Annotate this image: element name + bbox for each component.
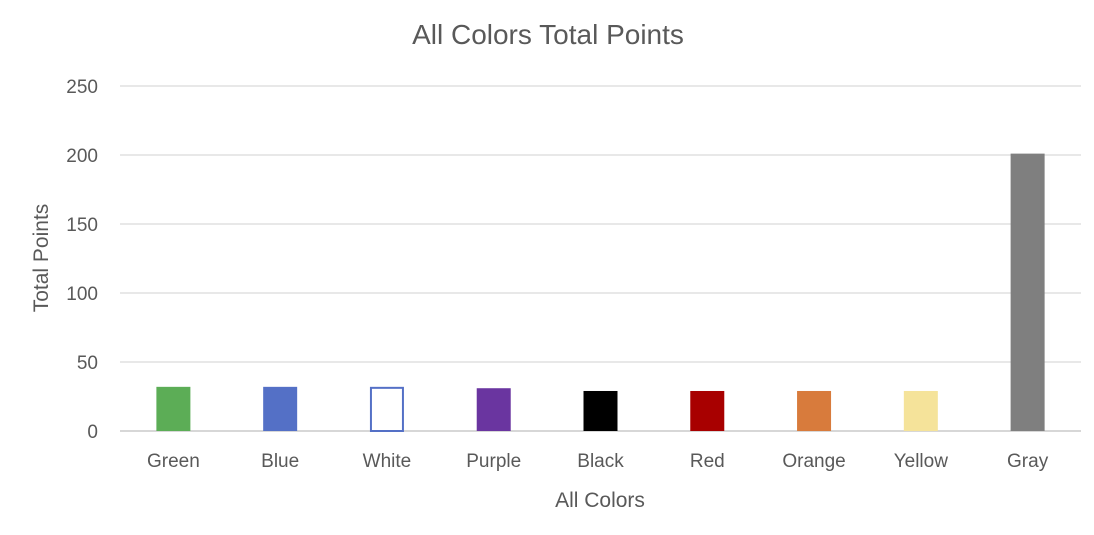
x-category-label: Blue (261, 451, 299, 472)
bar-blue (263, 386, 298, 431)
bar-orange (797, 390, 832, 431)
bar-white (369, 386, 404, 432)
y-tick-label: 150 (66, 215, 98, 236)
y-tick-label: 0 (87, 422, 98, 443)
x-axis-title: All Colors (555, 489, 645, 512)
y-tick-label: 200 (66, 146, 98, 167)
bar-yellow (903, 390, 938, 431)
x-category-label: Black (577, 451, 624, 472)
y-axis-title: Total Points (30, 204, 53, 313)
gridlines (120, 85, 1081, 432)
bar-green (156, 386, 191, 431)
x-category-label: Green (147, 451, 200, 472)
bars (156, 153, 1045, 432)
y-tick-label: 250 (66, 77, 98, 98)
x-category-label: Orange (782, 451, 845, 472)
chart-title: All Colors Total Points (412, 19, 684, 50)
x-axis-categories: Green Blue White Purple Black Red Orange Yellow… (147, 451, 1049, 472)
bar-purple (476, 388, 511, 431)
y-axis-ticks: 0 50 100 150 200 250 (66, 77, 98, 443)
y-tick-label: 50 (77, 353, 98, 374)
x-category-label: Red (690, 451, 725, 472)
x-category-label: Yellow (894, 451, 949, 472)
y-tick-label: 100 (66, 284, 98, 305)
bar-red (690, 390, 725, 431)
x-category-label: Gray (1007, 451, 1049, 472)
bar-gray (1010, 153, 1045, 431)
x-category-label: Purple (466, 451, 521, 472)
x-category-label: White (363, 451, 412, 472)
bar-black (583, 390, 618, 431)
